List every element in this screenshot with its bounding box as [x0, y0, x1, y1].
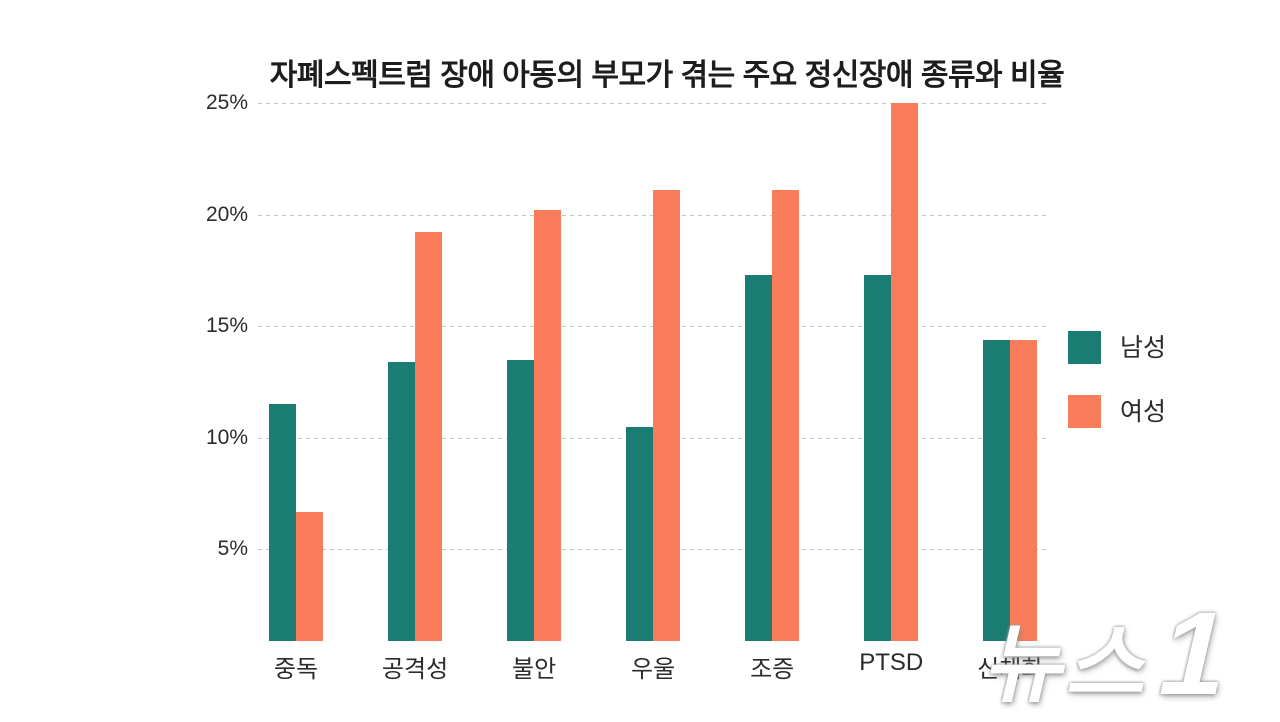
x-label-중독: 중독	[273, 656, 319, 683]
chart-title: 자폐스펙트럼 장애 아동의 부모가 겪는 주요 정신장애 종류와 비율	[269, 59, 1065, 92]
x-label-공격성: 공격성	[381, 656, 449, 683]
legend-swatch-남성	[1068, 331, 1101, 364]
bar-남성-공격성	[388, 361, 416, 641]
x-label-우울: 우울	[631, 656, 676, 683]
y-tick-10: 10%	[205, 425, 248, 449]
bar-여성-공격성	[415, 232, 443, 641]
gridline-25	[258, 103, 1047, 104]
bar-남성-불안	[507, 359, 535, 641]
gridline-20	[258, 214, 1047, 216]
legend-label-남성: 남성	[1120, 334, 1167, 362]
bar-남성-조증	[745, 274, 773, 641]
bar-여성-PTSD	[891, 103, 919, 641]
x-label-불안: 불안	[512, 656, 557, 683]
x-label-조증: 조증	[750, 656, 795, 683]
bar-여성-중독	[296, 511, 323, 641]
y-tick-5: 5%	[217, 537, 248, 561]
bar-남성-신체화	[983, 339, 1011, 641]
bar-여성-우울	[653, 190, 681, 641]
y-tick-20: 20%	[205, 202, 248, 226]
gridline-15	[258, 326, 1047, 328]
x-label-PTSD: PTSD	[859, 649, 924, 676]
bar-남성-PTSD	[864, 274, 892, 641]
y-tick-25: 25%	[205, 91, 248, 114]
bar-남성-우울	[626, 426, 654, 641]
bar-여성-불안	[534, 210, 562, 641]
x-label-신체화: 신체화	[977, 656, 1044, 683]
legend-swatch-여성	[1068, 395, 1101, 428]
legend-label-여성: 여성	[1120, 398, 1167, 426]
bar-여성-신체화	[1010, 339, 1038, 641]
bar-남성-중독	[269, 404, 296, 641]
bar-여성-조증	[772, 190, 800, 641]
y-tick-15: 15%	[205, 314, 248, 338]
